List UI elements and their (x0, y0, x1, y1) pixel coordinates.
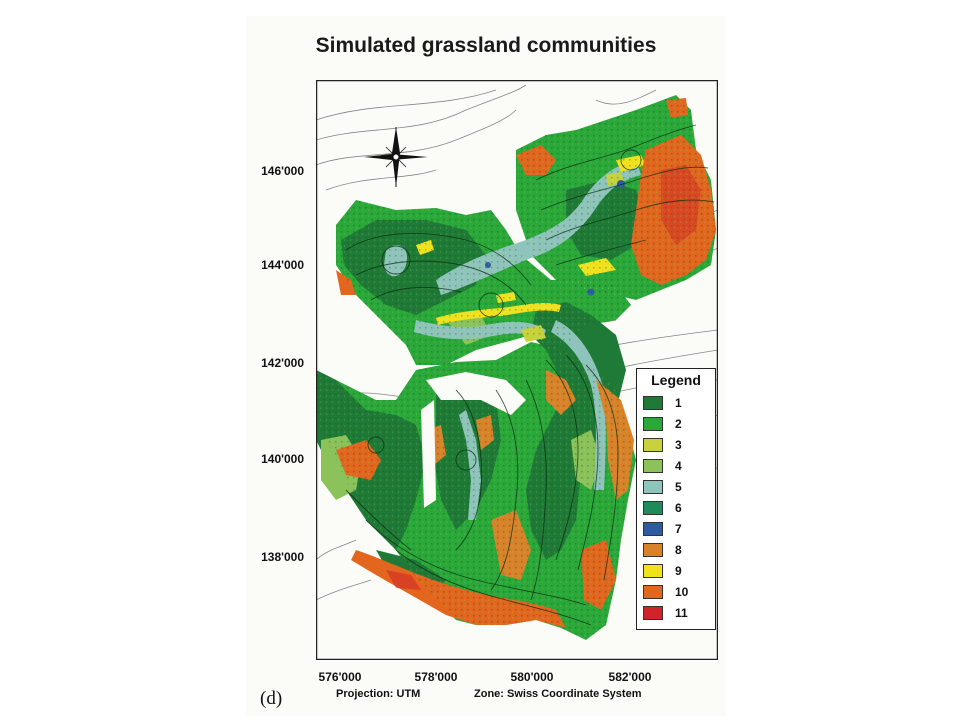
legend-swatch (643, 543, 663, 557)
legend-item: 5 (643, 477, 682, 497)
legend-label: 2 (675, 417, 682, 431)
legend-item: 11 (643, 603, 688, 623)
legend-label: 7 (675, 522, 682, 536)
legend-title: Legend (651, 372, 701, 388)
legend-label: 11 (675, 606, 688, 620)
legend-swatch (643, 480, 663, 494)
map-figure: Simulated grassland communities 146'000 … (246, 16, 726, 716)
legend-label: 5 (675, 480, 682, 494)
legend-item: 8 (643, 540, 682, 560)
legend-item: 2 (643, 414, 682, 434)
legend-label: 6 (675, 501, 682, 515)
north-arrow-compass-icon (364, 127, 428, 187)
y-tick-label: 140'000 (261, 452, 304, 466)
legend-swatch (643, 417, 663, 431)
legend-swatch (643, 585, 663, 599)
x-tick-label: 576'000 (318, 670, 362, 684)
map-frame (316, 80, 718, 660)
legend-swatch (643, 396, 663, 410)
legend-item: 1 (643, 393, 682, 413)
legend-swatch (643, 522, 663, 536)
x-tick-label: 578'000 (414, 670, 458, 684)
legend-item: 9 (643, 561, 682, 581)
x-tick-label: 580'000 (510, 670, 554, 684)
map-title: Simulated grassland communities (315, 34, 657, 57)
legend-label: 8 (675, 543, 682, 557)
legend-swatch (643, 564, 663, 578)
legend-label: 9 (675, 564, 682, 578)
zone-note: Zone: Swiss Coordinate System (474, 688, 642, 700)
legend-item: 4 (643, 456, 682, 476)
y-tick-label: 142'000 (261, 356, 304, 370)
y-tick-label: 146'000 (261, 164, 304, 178)
legend-item: 10 (643, 582, 688, 602)
legend-swatch (643, 459, 663, 473)
legend-swatch (643, 606, 663, 620)
legend-label: 3 (675, 438, 682, 452)
y-tick-label: 144'000 (261, 258, 304, 272)
map-contours (345, 124, 715, 626)
legend: Legend 1 2 3 4 5 6 7 (636, 368, 716, 630)
gaps (346, 330, 526, 508)
y-tick-label: 138'000 (261, 550, 304, 564)
panel-label: (d) (260, 688, 283, 709)
vegetation-map (316, 95, 716, 640)
legend-swatch (643, 501, 663, 515)
legend-item: 3 (643, 435, 682, 455)
legend-item: 7 (643, 519, 682, 539)
x-tick-label: 582'000 (608, 670, 652, 684)
legend-label: 10 (675, 585, 689, 599)
legend-label: 1 (675, 396, 682, 410)
legend-label: 4 (675, 459, 682, 473)
legend-swatch (643, 438, 663, 452)
projection-note: Projection: UTM (336, 688, 421, 700)
legend-item: 6 (643, 498, 682, 518)
